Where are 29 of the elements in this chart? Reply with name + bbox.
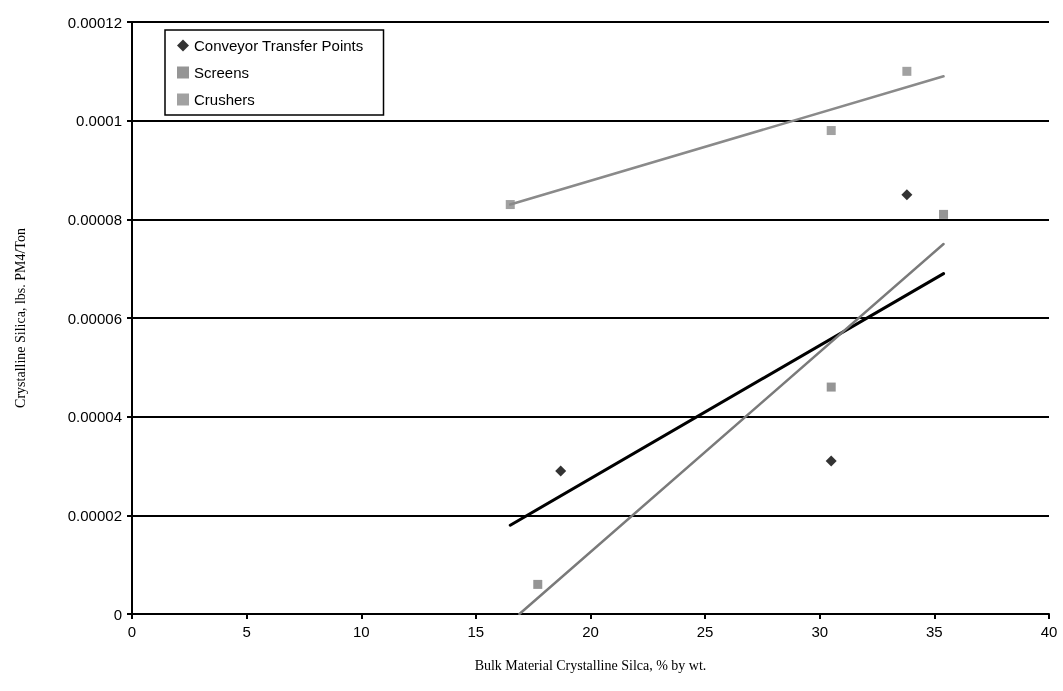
point [533,579,543,589]
point [902,66,912,76]
point [825,455,837,467]
point [826,126,836,136]
legend-label: Crushers [194,91,255,108]
x-tick-label: 5 [242,623,251,640]
x-axis-title: Bulk Material Crystalline Silca, % by wt. [474,657,707,673]
x-tick-label: 40 [1040,623,1058,640]
x-tick-label: 30 [811,623,829,640]
x-tick-label: 25 [696,623,714,640]
x-tick-label: 0 [127,623,137,640]
y-axis-title: Crystalline Silica, lbs. PM4/Ton [12,228,28,408]
x-tick-label: 15 [467,623,485,640]
point [939,209,949,219]
legend-label: Conveyor Transfer Points [194,37,364,54]
point [901,189,913,201]
point [826,382,836,392]
point [555,465,567,477]
y-tick-label: 0 [113,605,122,623]
x-tick-label: 10 [352,623,370,640]
y-tick-label: 0.00002 [67,506,122,524]
y-tick-label: 0.0001 [76,112,122,130]
legend-label: Screens [194,64,250,81]
x-tick-label: 35 [926,623,943,640]
x-tick-label: 20 [582,623,599,640]
y-tick-label: 0.00008 [67,210,122,228]
y-tick-label: 0.00012 [67,13,122,31]
y-tick-label: 0.00004 [67,408,122,426]
y-tick-label: 0.00006 [67,309,122,327]
